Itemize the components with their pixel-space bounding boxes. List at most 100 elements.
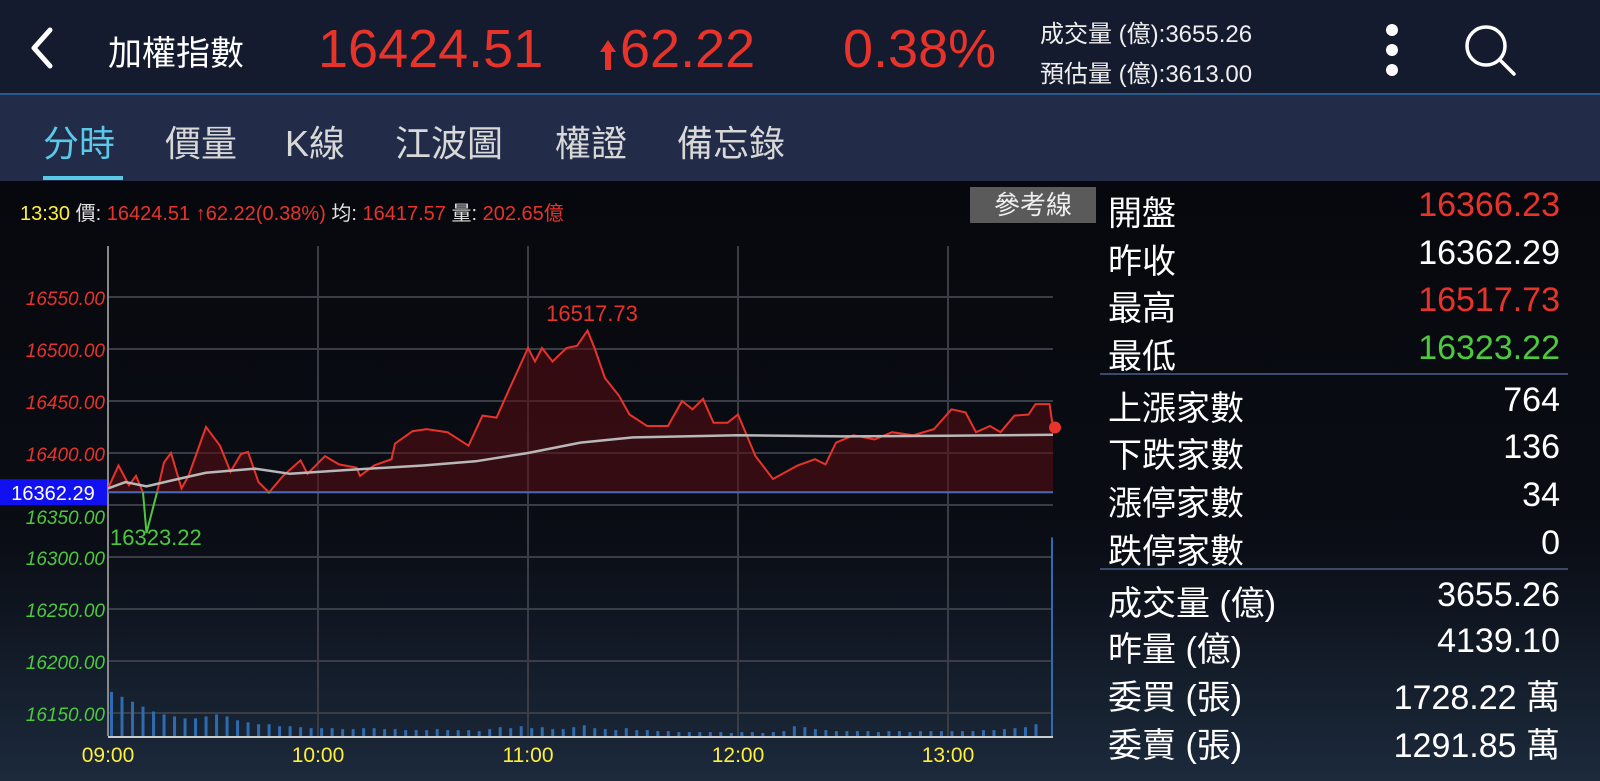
top-bar: 加權指數 16424.51 62.22 0.38% 成交量 (億):3655.2… (0, 0, 1600, 95)
volume-bar (519, 726, 523, 736)
divider (1100, 568, 1568, 570)
reference-label: 16362.29 (11, 483, 94, 505)
volume-bar (572, 727, 576, 736)
stat-row: 昨量 (億) 4139.10 (1108, 622, 1560, 669)
volume-bar (981, 730, 985, 736)
volume-bar (813, 729, 817, 736)
tab-price-volume[interactable]: 價量 (165, 123, 238, 164)
stat-row: 下跌家數 136 (1108, 428, 1560, 475)
x-tick-label: 09:00 (82, 744, 135, 767)
volume-bar (677, 732, 681, 736)
active-tab-indicator (43, 176, 123, 180)
stat-value: 136 (1503, 428, 1560, 466)
volume-bar (540, 727, 544, 736)
volume-bar (645, 730, 649, 736)
volume-bar (918, 731, 922, 736)
y-tick-label: 16350.00 (26, 508, 106, 529)
volume-bar (656, 731, 660, 736)
volume-bar (855, 731, 859, 736)
volume-bar (635, 730, 639, 736)
volume-bar (750, 732, 754, 736)
volume-bar (215, 714, 219, 736)
volume-bar (624, 728, 628, 736)
stat-row: 最高 16517.73 (1108, 281, 1560, 328)
stat-label: 委賣 (張) (1108, 727, 1243, 765)
volume-bar (834, 731, 838, 736)
info-time: 13:30 (20, 203, 71, 225)
info-vol: 202.65億 (482, 203, 564, 225)
volume-bar (194, 718, 198, 736)
stat-label: 委買 (張) (1108, 679, 1243, 717)
stat-row: 最低 16323.22 (1108, 329, 1560, 376)
volume-bar (372, 728, 376, 736)
y-tick-label: 16400.00 (26, 445, 106, 466)
volume-bar (1013, 728, 1017, 736)
stat-value: 0 (1541, 524, 1560, 562)
search-icon[interactable] (1462, 22, 1518, 78)
stat-value: 16366.23 (1418, 186, 1560, 224)
volume-bar (225, 716, 229, 736)
x-tick-label: 13:00 (922, 744, 975, 767)
index-change: 62.22 (620, 19, 756, 79)
tab-bar: 分時 價量 K線 江波圖 權證 備忘錄 (0, 95, 1600, 181)
volume-bar (141, 706, 145, 736)
volume-bar (152, 711, 156, 736)
tab-warrants[interactable]: 權證 (555, 123, 628, 164)
y-tick-label: 16450.00 (26, 393, 106, 414)
chevron-left-icon[interactable] (26, 26, 56, 70)
volume-bar (876, 732, 880, 736)
volume-bar (341, 729, 345, 736)
volume-bar (771, 732, 775, 736)
volume-bar (1051, 537, 1053, 736)
info-change: 62.22(0.38%) (205, 203, 326, 225)
volume-bar (467, 730, 471, 736)
volume-bar (309, 728, 313, 736)
volume-bar (551, 729, 555, 736)
info-up-arrow-icon: ↑ (195, 203, 206, 225)
volume-bar (362, 728, 366, 736)
stat-value: 1728.22 萬 (1393, 679, 1560, 717)
index-price: 16424.51 (318, 19, 544, 79)
tab-jiangbo[interactable]: 江波圖 (395, 123, 504, 164)
stat-row: 跌停家數 0 (1108, 524, 1560, 571)
y-tick-label: 16250.00 (26, 601, 106, 622)
stat-row: 開盤 16366.23 (1108, 186, 1560, 233)
up-arrow-icon (600, 40, 616, 70)
volume-bar (971, 731, 975, 736)
info-vol-label: 量: (451, 203, 478, 225)
volume-bar (320, 728, 324, 736)
volume-bar (435, 729, 439, 736)
stat-row: 委買 (張) 1728.22 萬 (1108, 670, 1560, 717)
volume-bar (698, 732, 702, 736)
volume-bar (1034, 724, 1038, 736)
volume-bar (267, 724, 271, 736)
high-label: 16517.73 (546, 301, 638, 326)
volume-bar (950, 731, 954, 736)
reference-line-button[interactable]: 參考線 (970, 187, 1096, 223)
volume-bar (729, 733, 733, 736)
tab-intraday[interactable]: 分時 (43, 123, 116, 164)
y-tick-label: 16550.00 (26, 289, 106, 310)
more-vertical-icon[interactable] (1382, 24, 1402, 76)
tab-k-line[interactable]: K線 (285, 123, 346, 164)
volume-bar (582, 725, 586, 736)
volume-bar (824, 730, 828, 736)
volume-bar (561, 729, 565, 736)
volume-bar (246, 722, 250, 736)
stat-label: 漲停家數 (1108, 485, 1244, 523)
intraday-chart: 16550.00 16500.00 16450.00 16400.00 16350.00… (0, 246, 1061, 767)
tab-memo[interactable]: 備忘錄 (677, 123, 786, 164)
volume-bar (393, 729, 397, 736)
volume-bar (351, 729, 355, 736)
stat-row: 上漲家數 764 (1108, 381, 1560, 428)
volume-bar (782, 731, 786, 736)
stat-row: 漲停家數 34 (1108, 476, 1560, 523)
volume-bar (939, 731, 943, 736)
volume-bar (1023, 727, 1027, 736)
volume-bar (173, 716, 177, 736)
volume-bar (845, 731, 849, 736)
y-tick-label: 16150.00 (26, 705, 106, 726)
volume-bar (761, 733, 765, 736)
stat-label: 開盤 (1108, 195, 1176, 233)
y-tick-label: 16200.00 (26, 653, 106, 674)
